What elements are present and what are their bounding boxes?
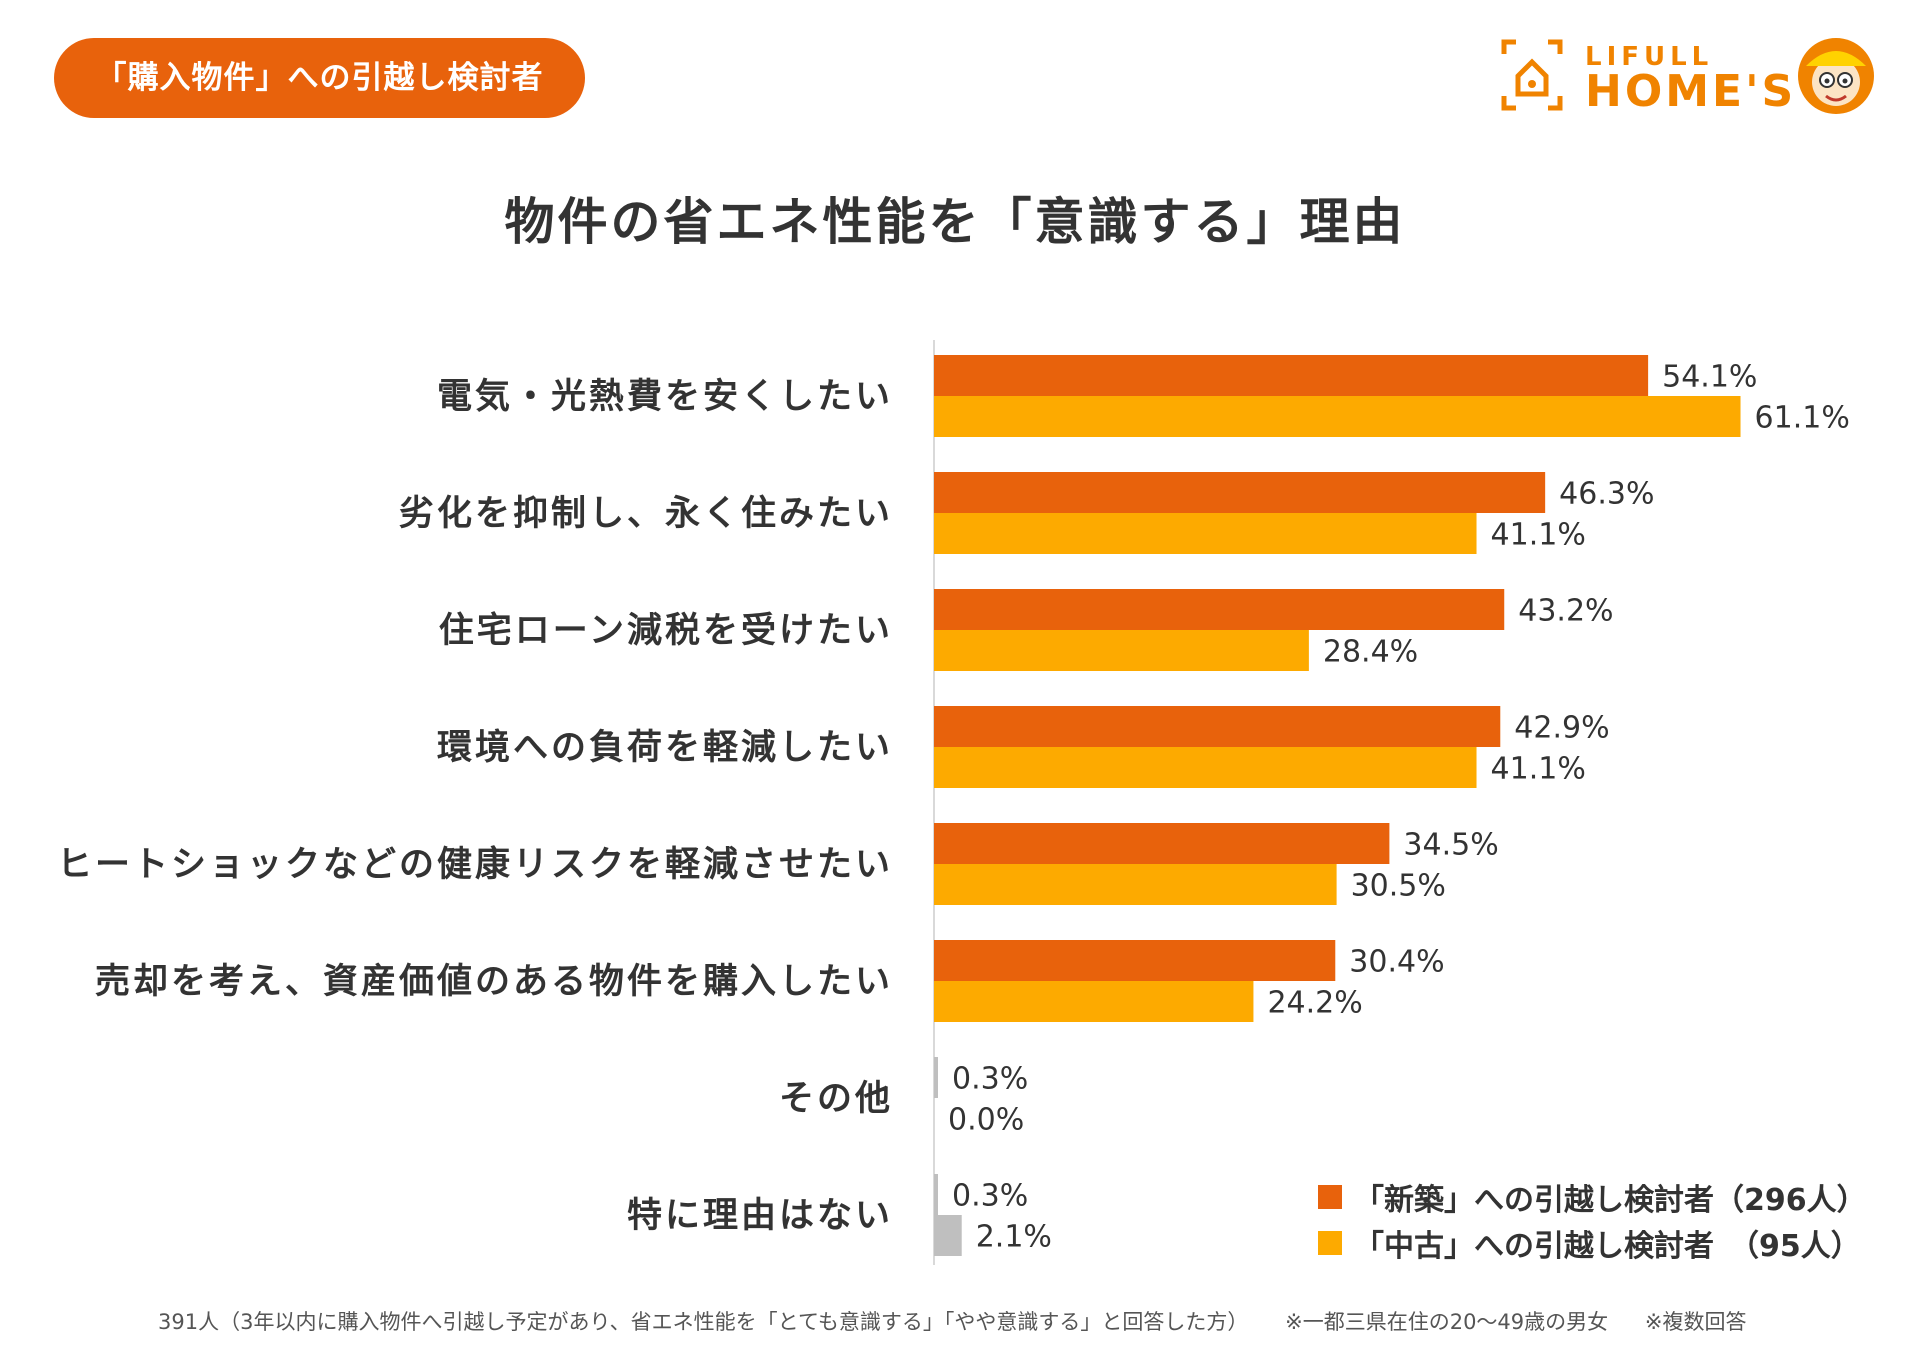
footnote-region: ※一都三県在住の20〜49歳の男女 bbox=[1285, 1310, 1609, 1334]
data-label: 54.1% bbox=[1662, 360, 1757, 395]
data-label: 41.1% bbox=[1491, 752, 1586, 787]
data-label: 28.4% bbox=[1323, 635, 1418, 670]
bar-series-0 bbox=[934, 823, 1390, 864]
category-label: 電気・光熱費を安くしたい bbox=[437, 377, 893, 417]
data-label: 0.3% bbox=[952, 1179, 1028, 1214]
chart-title: 物件の省エネ性能を「意識する」理由 bbox=[504, 193, 1406, 251]
footnote-multi: ※複数回答 bbox=[1644, 1310, 1747, 1334]
chart-legend: 「新築」への引越し検討者（296人） 「中古」への引越し検討者 （95人） bbox=[1318, 1174, 1867, 1266]
data-label: 24.2% bbox=[1267, 986, 1362, 1021]
category-label: 住宅ローン減税を受けたい bbox=[439, 610, 893, 651]
legend-swatch-used bbox=[1318, 1231, 1342, 1255]
bar-series-1 bbox=[934, 630, 1309, 671]
bar-series-0 bbox=[934, 472, 1546, 513]
bar-series-1 bbox=[934, 1215, 962, 1256]
data-label: 2.1% bbox=[976, 1220, 1052, 1255]
data-label: 30.5% bbox=[1351, 869, 1446, 904]
lifull-homes-logo: LIFULL HOME'S bbox=[1500, 36, 1880, 126]
bar-series-1 bbox=[934, 513, 1477, 554]
data-label: 46.3% bbox=[1559, 477, 1654, 512]
bar-series-1 bbox=[934, 747, 1477, 788]
legend-item-new: 「新築」への引越し検討者（296人） bbox=[1318, 1174, 1867, 1220]
category-label: 特に理由はない bbox=[627, 1196, 893, 1236]
category-label: 環境への負荷を軽減したい bbox=[437, 728, 893, 768]
bar-series-1 bbox=[934, 981, 1254, 1022]
category-label: 売却を考え、資産価値のある物件を購入したい bbox=[95, 962, 893, 1002]
data-label: 43.2% bbox=[1518, 594, 1613, 629]
bar-series-0 bbox=[934, 1174, 938, 1215]
bar-series-0 bbox=[934, 589, 1505, 630]
logo-text-homes: HOME'S bbox=[1585, 66, 1797, 117]
bar-series-0 bbox=[934, 706, 1501, 747]
data-label: 61.1% bbox=[1755, 401, 1850, 436]
bar-series-0 bbox=[934, 940, 1336, 981]
data-label: 42.9% bbox=[1514, 711, 1609, 746]
legend-swatch-new bbox=[1318, 1185, 1342, 1209]
house-frame-icon bbox=[1501, 38, 1874, 114]
bar-series-1 bbox=[934, 396, 1741, 437]
bar-series-0 bbox=[934, 1057, 938, 1098]
bar-series-0 bbox=[934, 355, 1649, 396]
data-label: 41.1% bbox=[1491, 518, 1586, 553]
data-label: 34.5% bbox=[1403, 828, 1498, 863]
legend-label-used: 「中古」への引越し検討者 （95人） bbox=[1354, 1229, 1861, 1264]
logo-text-lifull: LIFULL bbox=[1585, 42, 1714, 72]
data-label: 0.3% bbox=[952, 1062, 1028, 1097]
category-label: ヒートショックなどの健康リスクを軽減させたい bbox=[57, 844, 893, 885]
category-label: その他 bbox=[779, 1079, 893, 1119]
footnote-base: 391人（3年以内に購入物件へ引越し予定があり、省エネ性能を「とても意識する」「… bbox=[158, 1310, 1249, 1334]
data-label: 30.4% bbox=[1349, 945, 1444, 980]
bar-chart: 電気・光熱費を安くしたい 54.1% 61.1% 劣化を抑制し、永く住みたい 46.3%… bbox=[57, 340, 1850, 1265]
category-label: 劣化を抑制し、永く住みたい bbox=[399, 494, 893, 534]
legend-item-used: 「中古」への引越し検討者 （95人） bbox=[1318, 1220, 1867, 1266]
footnote: 391人（3年以内に購入物件へ引越し予定があり、省エネ性能を「とても意識する」「… bbox=[158, 1306, 1776, 1336]
legend-label-new: 「新築」への引越し検討者（296人） bbox=[1354, 1183, 1867, 1218]
section-badge: 「購入物件」への引越し検討者 bbox=[54, 38, 585, 118]
data-label: 0.0% bbox=[948, 1103, 1024, 1138]
bar-series-1 bbox=[934, 864, 1337, 905]
